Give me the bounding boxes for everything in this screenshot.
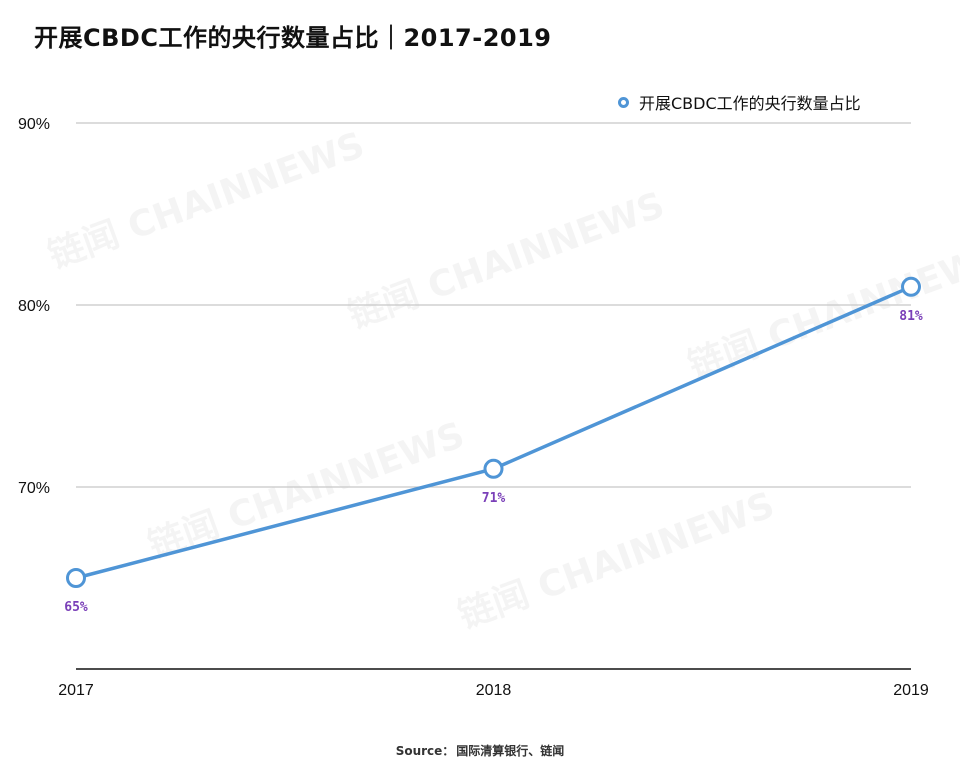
chart-title: 开展CBDC工作的央行数量占比｜2017-2019 [34,24,552,52]
series-line [75,285,912,580]
data-point [901,276,921,297]
y-tick-label: 80% [18,298,50,315]
legend-marker-icon [618,96,629,108]
source-label: Source： [395,744,455,758]
x-tick-label: 2017 [58,682,94,699]
x-tick-label: 2019 [893,682,929,699]
legend-label: 开展CBDC工作的央行数量占比 [639,94,861,113]
legend: 开展CBDC工作的央行数量占比 [618,90,861,114]
data-point [483,458,504,479]
data-point [66,568,86,588]
data-label: 71% [482,491,506,506]
source-text: 国际清算银行、链闻 [456,744,565,758]
data-label: 65% [64,600,88,615]
x-tick-label: 2018 [476,682,512,699]
source-note: Source： 国际清算银行、链闻 [0,742,960,759]
y-tick-label: 70% [18,480,50,497]
data-label: 81% [899,309,923,324]
y-tick-label: 90% [18,116,50,133]
